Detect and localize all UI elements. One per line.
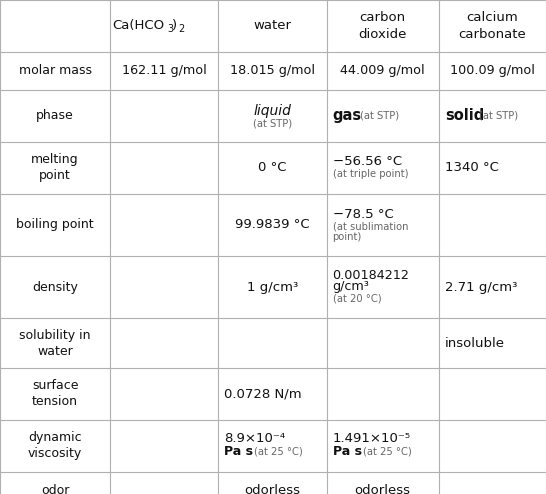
Text: solid: solid bbox=[445, 108, 484, 124]
Text: 162.11 g/mol: 162.11 g/mol bbox=[122, 64, 207, 78]
Text: 0.00184212: 0.00184212 bbox=[333, 269, 410, 282]
Text: g/cm³: g/cm³ bbox=[333, 280, 370, 292]
Text: solubility in
water: solubility in water bbox=[20, 329, 91, 358]
Text: water: water bbox=[253, 19, 292, 33]
Text: Ca(HCO: Ca(HCO bbox=[112, 19, 164, 33]
Text: Pa s: Pa s bbox=[333, 445, 361, 458]
Text: 2: 2 bbox=[179, 24, 185, 34]
Text: (at 25 °C): (at 25 °C) bbox=[254, 447, 303, 457]
Text: insoluble: insoluble bbox=[445, 336, 505, 350]
Text: 1.491×10⁻⁵: 1.491×10⁻⁵ bbox=[333, 432, 411, 445]
Text: 18.015 g/mol: 18.015 g/mol bbox=[230, 64, 315, 78]
Text: point): point) bbox=[333, 232, 362, 242]
Text: gas: gas bbox=[333, 108, 361, 124]
Text: −78.5 °C: −78.5 °C bbox=[333, 208, 393, 221]
Text: phase: phase bbox=[36, 109, 74, 123]
Text: dynamic
viscosity: dynamic viscosity bbox=[28, 431, 82, 460]
Text: 1 g/cm³: 1 g/cm³ bbox=[247, 281, 298, 293]
Text: (at 25 °C): (at 25 °C) bbox=[363, 447, 411, 457]
Text: 100.09 g/mol: 100.09 g/mol bbox=[450, 64, 535, 78]
Text: (at sublimation: (at sublimation bbox=[333, 222, 408, 232]
Text: (at STP): (at STP) bbox=[359, 111, 399, 121]
Text: (at STP): (at STP) bbox=[479, 111, 518, 121]
Text: 99.9839 °C: 99.9839 °C bbox=[235, 218, 310, 231]
Text: 1340 °C: 1340 °C bbox=[445, 161, 499, 174]
Text: carbon
dioxide: carbon dioxide bbox=[359, 11, 407, 41]
Text: 2.71 g/cm³: 2.71 g/cm³ bbox=[445, 281, 518, 293]
Text: melting
point: melting point bbox=[31, 153, 79, 182]
Text: (at 20 °C): (at 20 °C) bbox=[333, 293, 381, 303]
Text: Pa s: Pa s bbox=[224, 445, 253, 458]
Text: liquid: liquid bbox=[253, 104, 292, 118]
Text: 8.9×10⁻⁴: 8.9×10⁻⁴ bbox=[224, 432, 286, 445]
Text: 0.0728 N/m: 0.0728 N/m bbox=[224, 387, 302, 401]
Text: 3: 3 bbox=[167, 24, 174, 34]
Text: density: density bbox=[32, 281, 78, 293]
Text: ): ) bbox=[173, 19, 177, 33]
Text: odorless: odorless bbox=[245, 484, 300, 494]
Text: molar mass: molar mass bbox=[19, 64, 92, 78]
Text: odor: odor bbox=[41, 484, 69, 494]
Text: −56.56 °C: −56.56 °C bbox=[333, 155, 402, 168]
Text: 44.009 g/mol: 44.009 g/mol bbox=[341, 64, 425, 78]
Text: calcium
carbonate: calcium carbonate bbox=[459, 11, 526, 41]
Text: (at STP): (at STP) bbox=[253, 119, 292, 129]
Text: odorless: odorless bbox=[355, 484, 411, 494]
Text: 0 °C: 0 °C bbox=[258, 161, 287, 174]
Text: (at triple point): (at triple point) bbox=[333, 169, 408, 179]
Text: surface
tension: surface tension bbox=[32, 379, 79, 409]
Text: boiling point: boiling point bbox=[16, 218, 94, 231]
